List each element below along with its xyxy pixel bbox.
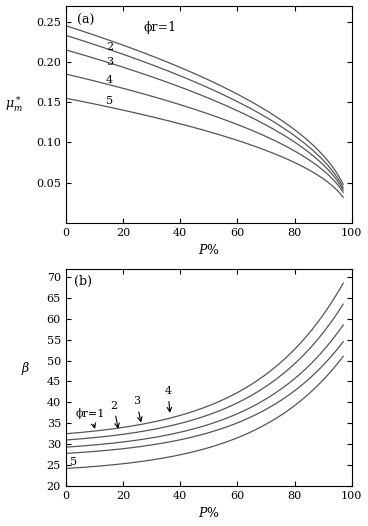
Text: 4: 4 (164, 386, 171, 412)
X-axis label: $P$%: $P$% (198, 507, 220, 520)
Text: 2: 2 (106, 42, 113, 52)
Text: (a): (a) (77, 14, 95, 27)
Text: 5: 5 (106, 96, 113, 106)
Text: 2: 2 (110, 401, 119, 428)
Y-axis label: $\mu^*_m$: $\mu^*_m$ (6, 95, 23, 114)
Text: 3: 3 (133, 397, 142, 421)
Text: ϕr=1: ϕr=1 (143, 21, 176, 34)
X-axis label: $P$%: $P$% (198, 244, 220, 257)
Text: (b): (b) (74, 275, 92, 288)
Text: 4: 4 (106, 75, 113, 85)
Text: 5: 5 (70, 457, 77, 467)
Y-axis label: $\beta$: $\beta$ (21, 360, 30, 377)
Text: 3: 3 (106, 57, 113, 67)
Text: ϕr=1: ϕr=1 (76, 408, 105, 428)
